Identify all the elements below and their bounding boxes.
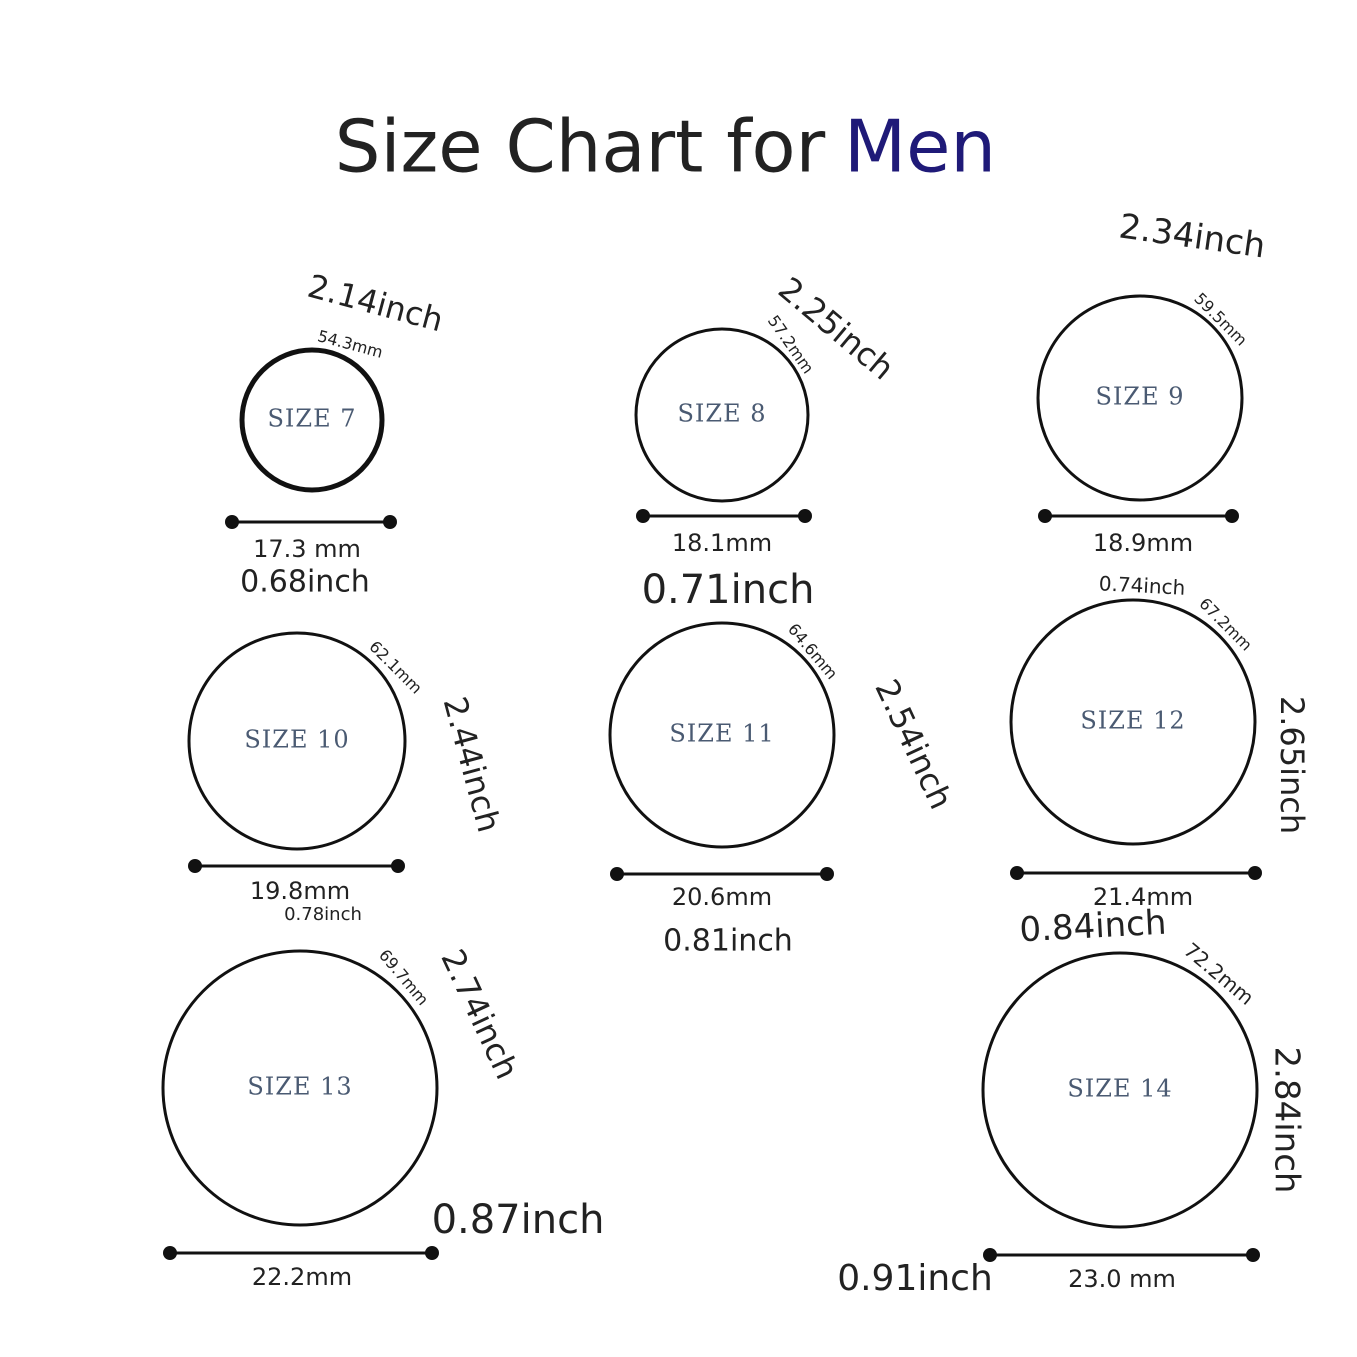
- diameter-mm: 21.4mm: [1093, 883, 1193, 911]
- bar-end: [188, 859, 202, 873]
- title-highlight: Men: [844, 105, 996, 189]
- title: Size Chart for: [335, 105, 826, 189]
- bar-end: [425, 1246, 439, 1260]
- ring-size: SIZE 10: [244, 726, 349, 754]
- diameter-inch: 0.68inch: [240, 565, 370, 600]
- bar-end: [383, 515, 397, 529]
- diameter-inch: 0.84inch: [1018, 903, 1167, 951]
- diameter-mm: 20.6mm: [672, 883, 772, 911]
- diameter-mm: 23.0 mm: [1068, 1265, 1176, 1293]
- ring-size: SIZE 13: [247, 1073, 352, 1101]
- ring: [981, 951, 1259, 1229]
- bar-end: [1246, 1248, 1260, 1262]
- ring-size: SIZE 9: [1095, 383, 1184, 411]
- bar-end: [983, 1248, 997, 1262]
- ring-size: SIZE 12: [1080, 707, 1185, 735]
- diameter-inch: 0.78inch: [284, 904, 362, 925]
- bar-end: [636, 509, 650, 523]
- ring: [1036, 294, 1244, 502]
- bar-end: [225, 515, 239, 529]
- ring-size: SIZE 8: [677, 400, 766, 428]
- circumference-inch: 2.65inch: [1273, 696, 1311, 834]
- ring: [608, 621, 836, 849]
- diameter-inch: 0.81inch: [663, 924, 793, 959]
- diameter-inch: 0.74inch: [1098, 571, 1186, 599]
- ring-size: SIZE 7: [267, 405, 356, 433]
- bar-end: [1038, 509, 1052, 523]
- diameter-mm: 22.2mm: [252, 1263, 352, 1291]
- ring: [239, 347, 385, 493]
- bar-end: [610, 867, 624, 881]
- diameter-inch: 0.71inch: [642, 567, 815, 613]
- diameter-mm: 19.8mm: [250, 877, 350, 905]
- bar-end: [391, 859, 405, 873]
- ring: [161, 949, 439, 1227]
- diameter-inch: 0.91inch: [837, 1258, 993, 1299]
- diameter-mm: 18.9mm: [1093, 529, 1193, 557]
- circumference-inch: 2.84inch: [1267, 1047, 1307, 1194]
- bar-end: [1225, 509, 1239, 523]
- bar-end: [798, 509, 812, 523]
- ring-size: SIZE 11: [669, 720, 774, 748]
- ring-size: SIZE 14: [1067, 1075, 1172, 1103]
- diameter-mm: 17.3 mm: [253, 535, 361, 563]
- ring: [187, 631, 407, 851]
- ring: [634, 327, 810, 503]
- ring: [1009, 598, 1257, 846]
- diameter-inch: 0.87inch: [432, 1197, 605, 1243]
- bar-end: [163, 1246, 177, 1260]
- diameter-mm: 18.1mm: [672, 529, 772, 557]
- bar-end: [1248, 866, 1262, 880]
- bar-end: [1010, 866, 1024, 880]
- bar-end: [820, 867, 834, 881]
